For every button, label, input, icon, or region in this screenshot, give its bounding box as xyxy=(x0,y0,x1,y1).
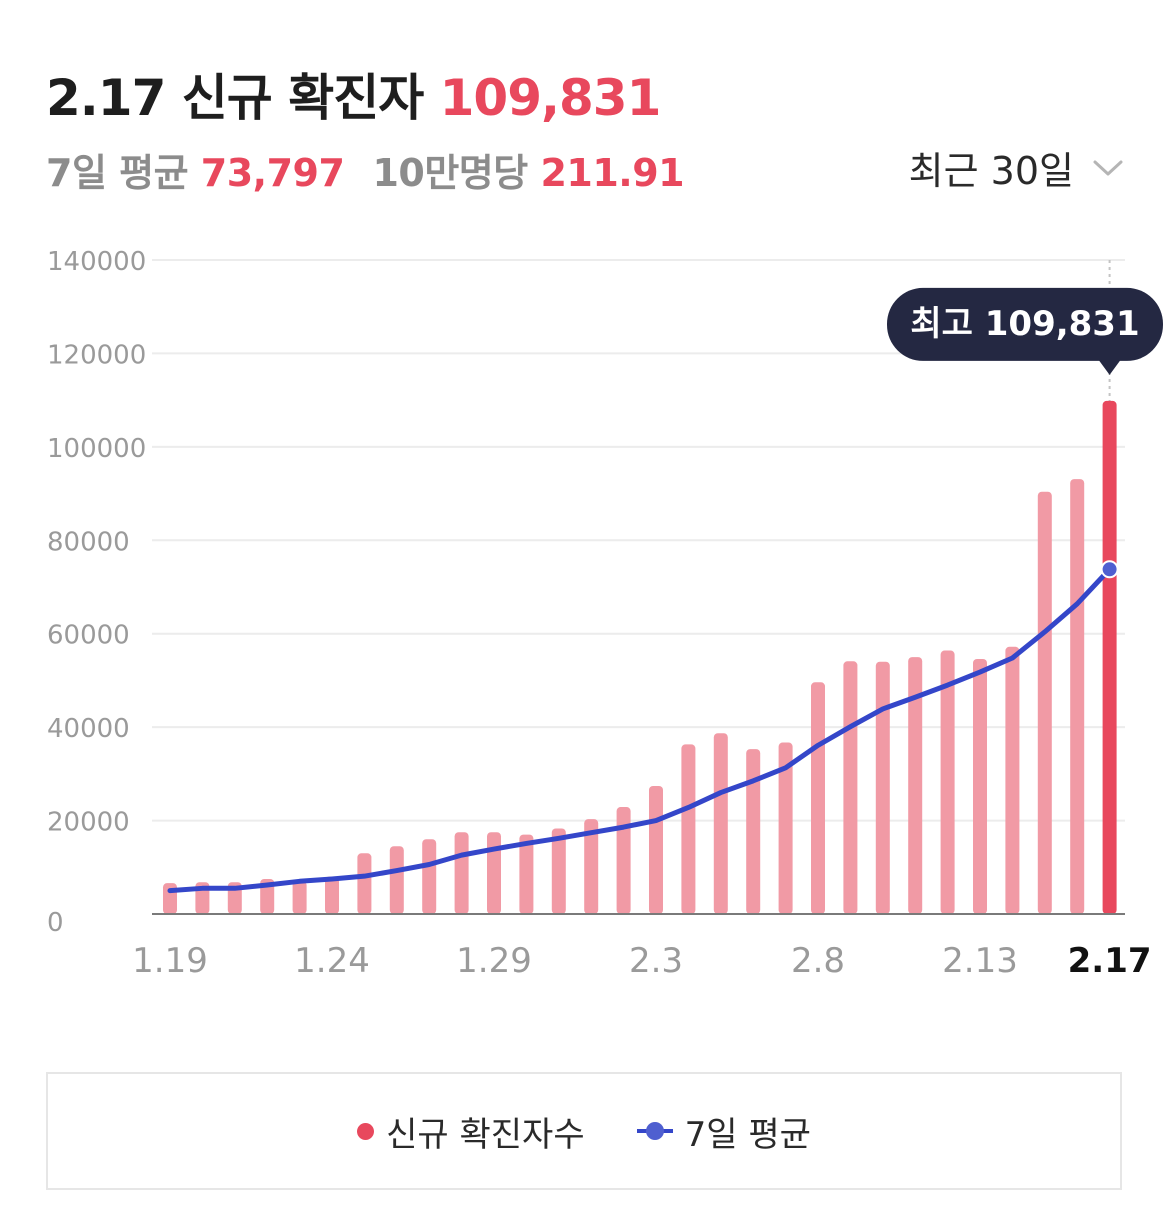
avg-point xyxy=(1100,560,1119,579)
bar xyxy=(584,819,599,914)
bar xyxy=(713,733,728,914)
headline: 2.17 신규 확진자 109,831 xyxy=(46,58,662,130)
bar xyxy=(616,807,631,914)
bar xyxy=(519,834,534,914)
bar xyxy=(487,832,501,914)
y-tick-label: 40000 xyxy=(47,714,130,744)
x-tick-label: 1.29 xyxy=(456,941,532,981)
bar xyxy=(940,650,955,914)
y-tick-label: 60000 xyxy=(47,621,130,651)
cases-chart: 0 20000 40000 60000 80000 100000 120000 140000 1… xyxy=(47,247,1163,981)
avg-value: 73,797 xyxy=(200,151,345,195)
x-tick-label: 2.8 xyxy=(791,941,845,981)
stats-line: 7일 평균 73,797 10만명당 211.91 xyxy=(46,142,685,197)
headline-title: 신규 확진자 xyxy=(181,69,424,127)
y-tick-label: 0 xyxy=(47,908,64,938)
y-tick-label: 100000 xyxy=(47,434,146,464)
bar xyxy=(681,744,696,914)
chart-legend: 신규 확진자수 7일 평균 xyxy=(46,1072,1122,1190)
y-tick-label: 80000 xyxy=(47,527,130,557)
bar xyxy=(811,682,825,914)
x-tick-label: 2.17 xyxy=(1068,941,1152,981)
bar xyxy=(389,846,404,914)
x-tick-label: 2.3 xyxy=(629,941,683,981)
per100k-value: 211.91 xyxy=(540,151,685,195)
bar xyxy=(454,832,469,914)
avg-label: 7일 평균 xyxy=(46,151,189,195)
bar xyxy=(649,786,663,914)
bar xyxy=(325,876,339,914)
legend-line-label: 7일 평균 xyxy=(684,1114,811,1155)
headline-cases: 109,831 xyxy=(439,69,662,127)
bar xyxy=(778,742,793,914)
tooltip-pointer xyxy=(1098,359,1121,375)
x-tick-label: 2.13 xyxy=(942,941,1018,981)
bar xyxy=(746,749,761,914)
legend-item-bars: 신규 확진자수 xyxy=(357,1107,585,1156)
legend-line-marker xyxy=(636,1122,673,1140)
bar xyxy=(908,657,923,914)
bar xyxy=(843,661,858,914)
bar xyxy=(973,658,987,914)
x-tick-label: 1.19 xyxy=(132,941,208,981)
y-tick-label: 20000 xyxy=(47,808,130,838)
bar xyxy=(422,839,437,914)
legend-bars-label: 신규 확진자수 xyxy=(386,1114,585,1155)
bar xyxy=(551,828,566,914)
range-dropdown[interactable]: 최근 30일 xyxy=(909,140,1124,195)
y-tick-label: 140000 xyxy=(47,247,146,277)
per100k-label: 10만명당 xyxy=(372,151,528,195)
x-tick-label: 1.24 xyxy=(294,941,370,981)
bar xyxy=(1070,479,1085,914)
bar xyxy=(1037,491,1052,914)
bar xyxy=(1005,646,1020,914)
legend-item-line: 7일 평균 xyxy=(636,1107,811,1156)
avg-line xyxy=(167,566,1113,894)
bar xyxy=(875,661,890,914)
range-dropdown-label: 최근 30일 xyxy=(908,149,1074,193)
bar xyxy=(1102,400,1117,914)
legend-bars-marker xyxy=(357,1122,375,1140)
y-tick-label: 120000 xyxy=(47,340,146,370)
chevron-down-icon xyxy=(1093,160,1123,175)
tooltip-label: 최고 109,831 xyxy=(910,304,1139,344)
bar xyxy=(292,881,307,914)
headline-date: 2.17 xyxy=(46,69,166,127)
tooltip-bubble xyxy=(887,287,1163,361)
bar xyxy=(357,853,372,914)
